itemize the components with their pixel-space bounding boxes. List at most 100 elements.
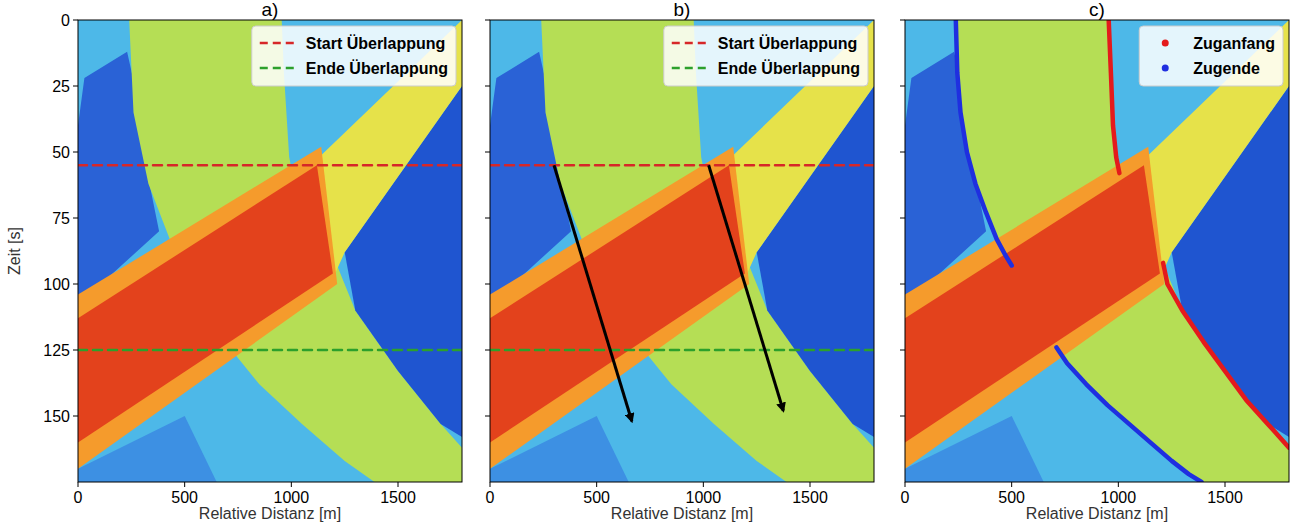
- y-tick: [900, 416, 905, 417]
- y-tick: [485, 416, 490, 417]
- heatmap-region: [905, 165, 1160, 442]
- x-tick: [184, 482, 185, 487]
- panel: 0 500 1000 1500 b) Relative Distanz [m] Start …: [485, 0, 874, 522]
- x-tick-label: 0: [901, 489, 910, 506]
- legend: Start Überlappung Ende Überlappung: [664, 26, 868, 86]
- heatmap-region: [490, 147, 749, 469]
- heatmap-region: [78, 20, 462, 482]
- y-tick: [73, 86, 78, 87]
- y-tick: [73, 20, 78, 21]
- legend-label: Start Überlappung: [306, 34, 446, 52]
- legend-label: Start Überlappung: [718, 34, 858, 52]
- panel-title: b): [674, 0, 691, 20]
- heatmap-region: [905, 20, 1289, 482]
- x-tick-label: 0: [486, 489, 495, 506]
- y-tick-label: 100: [43, 276, 70, 293]
- arrow: [554, 165, 632, 421]
- heatmap-region: [490, 20, 874, 482]
- series-line: [78, 349, 462, 352]
- y-tick: [485, 218, 490, 219]
- panel: 0 500 1000 1500 c) Relative Distanz [m] Zuganf…: [900, 0, 1289, 522]
- y-tick: [73, 284, 78, 285]
- y-tick: [900, 284, 905, 285]
- legend-line: [260, 42, 296, 45]
- legend-box: [664, 26, 868, 86]
- series-line: [1109, 20, 1289, 448]
- y-tick-label: 50: [52, 144, 70, 161]
- plot-area: [905, 20, 1289, 482]
- x-tick: [1118, 482, 1119, 487]
- y-tick: [900, 152, 905, 153]
- y-tick: [73, 416, 78, 417]
- x-tick: [490, 482, 491, 487]
- legend-box: [252, 26, 456, 86]
- y-tick: [485, 86, 490, 87]
- legend-label: Zuganfang: [1193, 35, 1275, 52]
- y-tick: [73, 350, 78, 351]
- panel-title: c): [1089, 0, 1105, 20]
- x-tick-label: 1000: [1101, 489, 1137, 506]
- x-tick-label: 1000: [686, 489, 722, 506]
- plot-frame: [78, 20, 462, 482]
- x-tick: [596, 482, 597, 487]
- heatmap-region: [490, 165, 745, 442]
- legend-line: [672, 42, 708, 45]
- x-tick: [703, 482, 704, 487]
- legend-marker: [1162, 65, 1169, 72]
- x-tick-label: 1500: [380, 489, 416, 506]
- y-tick: [900, 86, 905, 87]
- plot-frame: [905, 20, 1289, 482]
- plot-area: [78, 20, 462, 482]
- x-tick-label: 1500: [1207, 489, 1243, 506]
- y-tick: [485, 284, 490, 285]
- legend-label: Ende Überlappung: [718, 59, 860, 77]
- legend-label: Zugende: [1193, 60, 1260, 77]
- legend-box: [1139, 26, 1283, 86]
- y-tick: [73, 218, 78, 219]
- legend: Start Überlappung Ende Überlappung: [252, 26, 456, 86]
- y-tick: [485, 350, 490, 351]
- y-tick: [900, 20, 905, 21]
- x-tick-label: 1500: [792, 489, 828, 506]
- y-tick-label: 125: [43, 342, 70, 359]
- x-tick: [1011, 482, 1012, 487]
- plot-area: [490, 20, 874, 482]
- x-tick-label: 500: [998, 489, 1025, 506]
- legend-line: [672, 67, 708, 70]
- arrow: [709, 165, 784, 411]
- legend-label: Ende Überlappung: [306, 59, 448, 77]
- x-tick-label: 500: [171, 489, 198, 506]
- series-line: [956, 20, 1202, 482]
- panel: 0500100015000255075100125150a)Relative D…: [6, 0, 462, 522]
- y-tick: [900, 350, 905, 351]
- x-axis-title: Relative Distanz [m]: [611, 505, 753, 522]
- series-line: [78, 164, 462, 167]
- legend-marker: [1162, 40, 1169, 47]
- x-tick: [78, 482, 79, 487]
- y-tick-label: 25: [52, 78, 70, 95]
- x-tick: [905, 482, 906, 487]
- x-tick-label: 0: [74, 489, 83, 506]
- x-tick: [398, 482, 399, 487]
- y-tick-label: 150: [43, 408, 70, 425]
- heatmap-region: [78, 147, 337, 469]
- y-tick-label: 0: [61, 12, 70, 29]
- y-axis-title: Zeit [s]: [6, 227, 23, 275]
- x-tick: [291, 482, 292, 487]
- x-tick: [810, 482, 811, 487]
- y-tick: [485, 152, 490, 153]
- legend: Zuganfang Zugende: [1139, 26, 1283, 86]
- series-line: [490, 349, 874, 352]
- figure: 0 500 1000 1500 0 25 50 75 100 125 150 a) Relative D…: [0, 0, 1314, 525]
- heatmap-region: [78, 165, 333, 442]
- x-axis-title: Relative Distanz [m]: [1026, 505, 1168, 522]
- x-tick-label: 1000: [274, 489, 310, 506]
- panel-title: a): [262, 0, 279, 20]
- series-line: [490, 164, 874, 167]
- y-tick: [485, 20, 490, 21]
- y-tick: [73, 152, 78, 153]
- plot-frame: [490, 20, 874, 482]
- x-tick-label: 500: [583, 489, 610, 506]
- y-tick-label: 75: [52, 210, 70, 227]
- x-tick: [1225, 482, 1226, 487]
